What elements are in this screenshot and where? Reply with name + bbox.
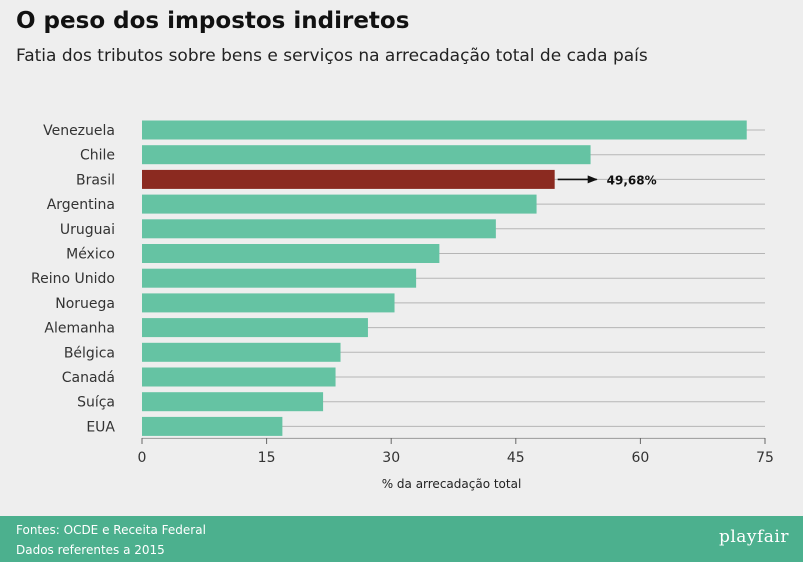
footer: Fontes: OCDE e Receita Federal Dados ref… xyxy=(0,516,803,562)
x-axis-label: % da arrecadação total xyxy=(382,477,522,491)
category-label-uruguai: Uruguai xyxy=(60,222,115,238)
x-tick-label-30: 30 xyxy=(382,450,400,466)
bar-argentina xyxy=(142,194,537,214)
category-label-belgica: Bélgica xyxy=(64,345,115,361)
category-label-argentina: Argentina xyxy=(47,197,115,213)
chart-subtitle: Fatia dos tributos sobre bens e serviços… xyxy=(16,46,648,66)
x-tick-label-15: 15 xyxy=(258,450,276,466)
category-label-eua: EUA xyxy=(86,419,115,435)
bar-chart: Venezuela Chile Brasil 49,68% Argentina Urugu… xyxy=(31,120,774,491)
x-tick-label-0: 0 xyxy=(138,450,147,466)
category-label-canada: Canadá xyxy=(62,370,115,386)
category-label-reino-unido: Reino Unido xyxy=(31,271,115,287)
bar-noruega xyxy=(142,293,395,313)
date-note: Dados referentes a 2015 xyxy=(16,543,165,557)
bar-venezuela xyxy=(142,120,747,140)
category-label-alemanha: Alemanha xyxy=(44,321,115,337)
bar-eua xyxy=(142,416,283,436)
bar-brasil xyxy=(142,169,555,189)
x-tick-label-75: 75 xyxy=(756,450,774,466)
source-note: Fontes: OCDE e Receita Federal xyxy=(16,523,206,537)
annotation-label: 49,68% xyxy=(607,173,657,187)
bar-canada xyxy=(142,367,336,387)
category-label-chile: Chile xyxy=(80,148,115,164)
category-label-brasil: Brasil xyxy=(76,172,115,188)
bar-alemanha xyxy=(142,318,368,338)
bar-suica xyxy=(142,392,324,412)
x-tick-label-45: 45 xyxy=(507,450,525,466)
category-label-suica: Suíça xyxy=(77,395,115,411)
category-label-mexico: México xyxy=(66,247,115,263)
category-label-noruega: Noruega xyxy=(55,296,115,312)
playfair-logo: playfair xyxy=(718,527,789,547)
bar-mexico xyxy=(142,244,440,263)
bar-belgica xyxy=(142,342,341,362)
bar-uruguai xyxy=(142,219,496,239)
chart-title: O peso dos impostos indiretos xyxy=(16,8,410,34)
bar-reino-unido xyxy=(142,268,417,288)
category-label-venezuela: Venezuela xyxy=(43,123,115,139)
bar-chile xyxy=(142,145,591,165)
x-tick-label-60: 60 xyxy=(631,450,649,466)
